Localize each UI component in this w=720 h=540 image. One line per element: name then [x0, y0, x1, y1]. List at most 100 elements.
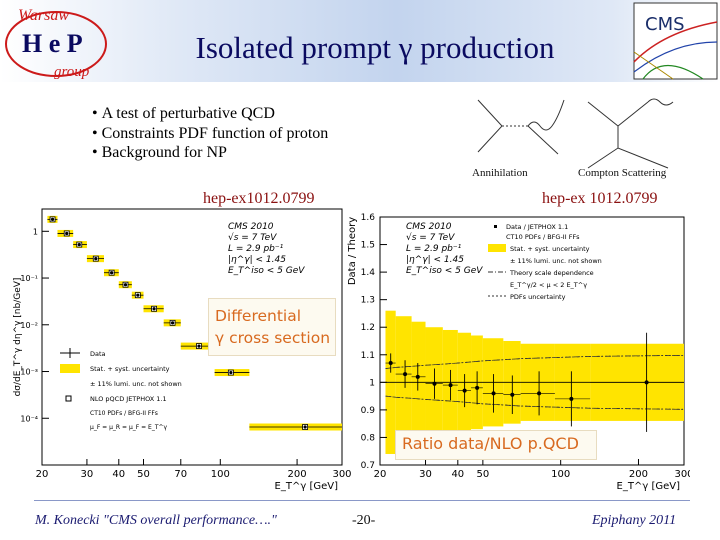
data-point: [537, 391, 542, 396]
pdf-band-upper: [385, 354, 685, 369]
data-point: [491, 391, 496, 396]
data-point: [170, 321, 175, 325]
data-point: [403, 372, 408, 377]
cms-info-text: |η^γ| < 1.45: [228, 255, 286, 265]
cms-info-text: √s = 7 TeV: [228, 232, 277, 243]
plot-frame: [41, 208, 343, 466]
x-tick-label: 40: [451, 469, 464, 480]
x-tick-label: 50: [137, 469, 150, 480]
cms-logo: CMS: [633, 2, 718, 80]
cms-info-text: E_T^iso < 5 GeV: [228, 266, 305, 276]
legend-marker: [60, 364, 80, 373]
y-tick-label: 1.1: [361, 351, 375, 361]
legend-entry: Data / JETPHOX 1.1: [506, 223, 568, 231]
reference-right: hep-ex 1012.0799: [542, 190, 658, 207]
data-point: [462, 388, 467, 393]
x-tick-label: 70: [174, 469, 187, 480]
footer-event: Epiphany 2011: [592, 513, 677, 528]
legend-entry: PDFs uncertainty: [510, 293, 566, 301]
cross-section-callout: Differential γ cross section: [208, 298, 336, 356]
cms-info-text: CMS 2010: [406, 222, 452, 232]
callout-line-1: Differential: [215, 307, 302, 325]
bullet-item: Background for NP: [92, 143, 328, 163]
data-point: [197, 344, 201, 348]
slide-title: Isolated prompt γ production: [195, 30, 555, 65]
data-point: [94, 257, 98, 261]
legend-entry: E_T^γ/2 < μ < 2 E_T^γ: [510, 281, 587, 289]
ratio-plot: 0.7 0.8 0.9 1 1.1 1.2 1.3 1.4 1.5 1.6 20 30 40 50 100 2…: [347, 213, 690, 492]
cms-info-text: E_T^iso < 5 GeV: [406, 266, 483, 276]
annihilation-label: Annihilation: [472, 167, 528, 179]
cross-section-plot: 20 30 40 50 70 100 200 300 1 10⁻¹ 10⁻² 10⁻³ 10⁻⁴ E_T^…: [13, 208, 352, 492]
x-tick-label: 100: [551, 469, 570, 480]
x-tick-label: 30: [81, 469, 94, 480]
data-point: [303, 425, 307, 429]
data-point: [152, 307, 156, 311]
legend-entry: CT10 PDFs / BFG-II FFs: [506, 233, 580, 241]
bullet-item: A test of perturbative QCD: [92, 104, 328, 124]
hep-group-logo: Warsaw H e P group: [5, 7, 107, 80]
pdf-band-lower: [385, 395, 685, 410]
cms-info-text: |η^γ| < 1.45: [406, 255, 464, 265]
hep-logo-main-text: H e P: [22, 29, 83, 58]
data-point: [136, 293, 140, 297]
legend-entry: Data: [90, 350, 106, 358]
x-axis-label: E_T^γ [GeV]: [275, 481, 339, 492]
data-point: [569, 396, 574, 401]
data-point: [644, 380, 649, 385]
y-tick-label: 1: [33, 227, 38, 236]
bullet-list: A test of perturbative QCD Constraints P…: [92, 104, 329, 163]
y-axis-label: dσ/dE_T^γ dη^γ [nb/GeV]: [13, 278, 23, 397]
ratio-callout: Ratio data/NLO p.QCD: [395, 430, 597, 460]
annihilation-diagram: [477, 99, 565, 155]
y-tick-label: 10⁻¹: [20, 274, 38, 283]
data-point: [65, 231, 69, 236]
data-point: [448, 383, 453, 388]
data-point: [77, 242, 81, 247]
y-tick-label: 1.3: [361, 296, 375, 306]
cms-info-text: L = 2.9 pb⁻¹: [228, 244, 284, 254]
cms-info-text: √s = 7 TeV: [406, 232, 455, 243]
cms-info-text: CMS 2010: [228, 222, 274, 232]
bullet-item: Constraints PDF function of proton: [92, 124, 329, 144]
x-tick-label: 100: [211, 469, 230, 480]
x-tick-label: 50: [476, 469, 489, 480]
data-point: [229, 370, 233, 375]
reference-left: hep-ex1012.0799: [203, 190, 315, 207]
x-tick-label: 40: [112, 469, 125, 480]
x-axis-label: E_T^γ [GeV]: [617, 481, 681, 492]
y-tick-label: 1.2: [361, 323, 375, 333]
y-tick-label: 1.4: [361, 268, 376, 278]
data-point: [388, 361, 393, 366]
y-tick-label: 1.5: [361, 241, 375, 251]
data-point: [475, 385, 480, 390]
x-tick-label: 30: [419, 469, 432, 480]
plot-frame: [379, 216, 685, 466]
y-tick-label: 0.8: [361, 433, 376, 443]
compton-diagram: [587, 98, 674, 169]
title-band: [0, 0, 720, 82]
legend-entry: Stat. + syst. uncertainty: [510, 245, 590, 253]
cms-logo-text: CMS: [645, 14, 685, 35]
x-tick-label: 300: [332, 469, 351, 480]
y-tick-label: 10⁻³: [20, 368, 38, 377]
x-tick-label: 200: [629, 469, 648, 480]
legend-entry: Stat. + syst. uncertainty: [90, 365, 170, 373]
hep-logo-bottom-text: group: [54, 64, 90, 80]
footer-page-number: -20-: [352, 513, 376, 528]
data-point: [432, 381, 437, 386]
legend-marker: [65, 395, 72, 402]
x-tick-label: 200: [288, 469, 307, 480]
feynman-diagrams: Annihilation Compton Scattering: [472, 98, 674, 179]
legend-entry: CT10 PDFs / BFG-II FFs: [90, 410, 158, 417]
y-tick-label: 10⁻⁴: [20, 414, 38, 423]
hep-logo-top-text: Warsaw: [18, 7, 69, 24]
y-tick-label: 1.6: [361, 213, 376, 223]
legend-entry: Theory scale dependence: [509, 269, 594, 277]
legend-entry: μ_F = μ_R = μ_F = E_T^γ: [90, 424, 168, 431]
compton-label: Compton Scattering: [578, 167, 667, 179]
x-tick-label: 20: [36, 469, 49, 480]
data-point: [50, 217, 55, 221]
legend-entry: NLO pQCD JETPHOX 1.1: [90, 395, 167, 403]
data-point: [510, 392, 515, 397]
